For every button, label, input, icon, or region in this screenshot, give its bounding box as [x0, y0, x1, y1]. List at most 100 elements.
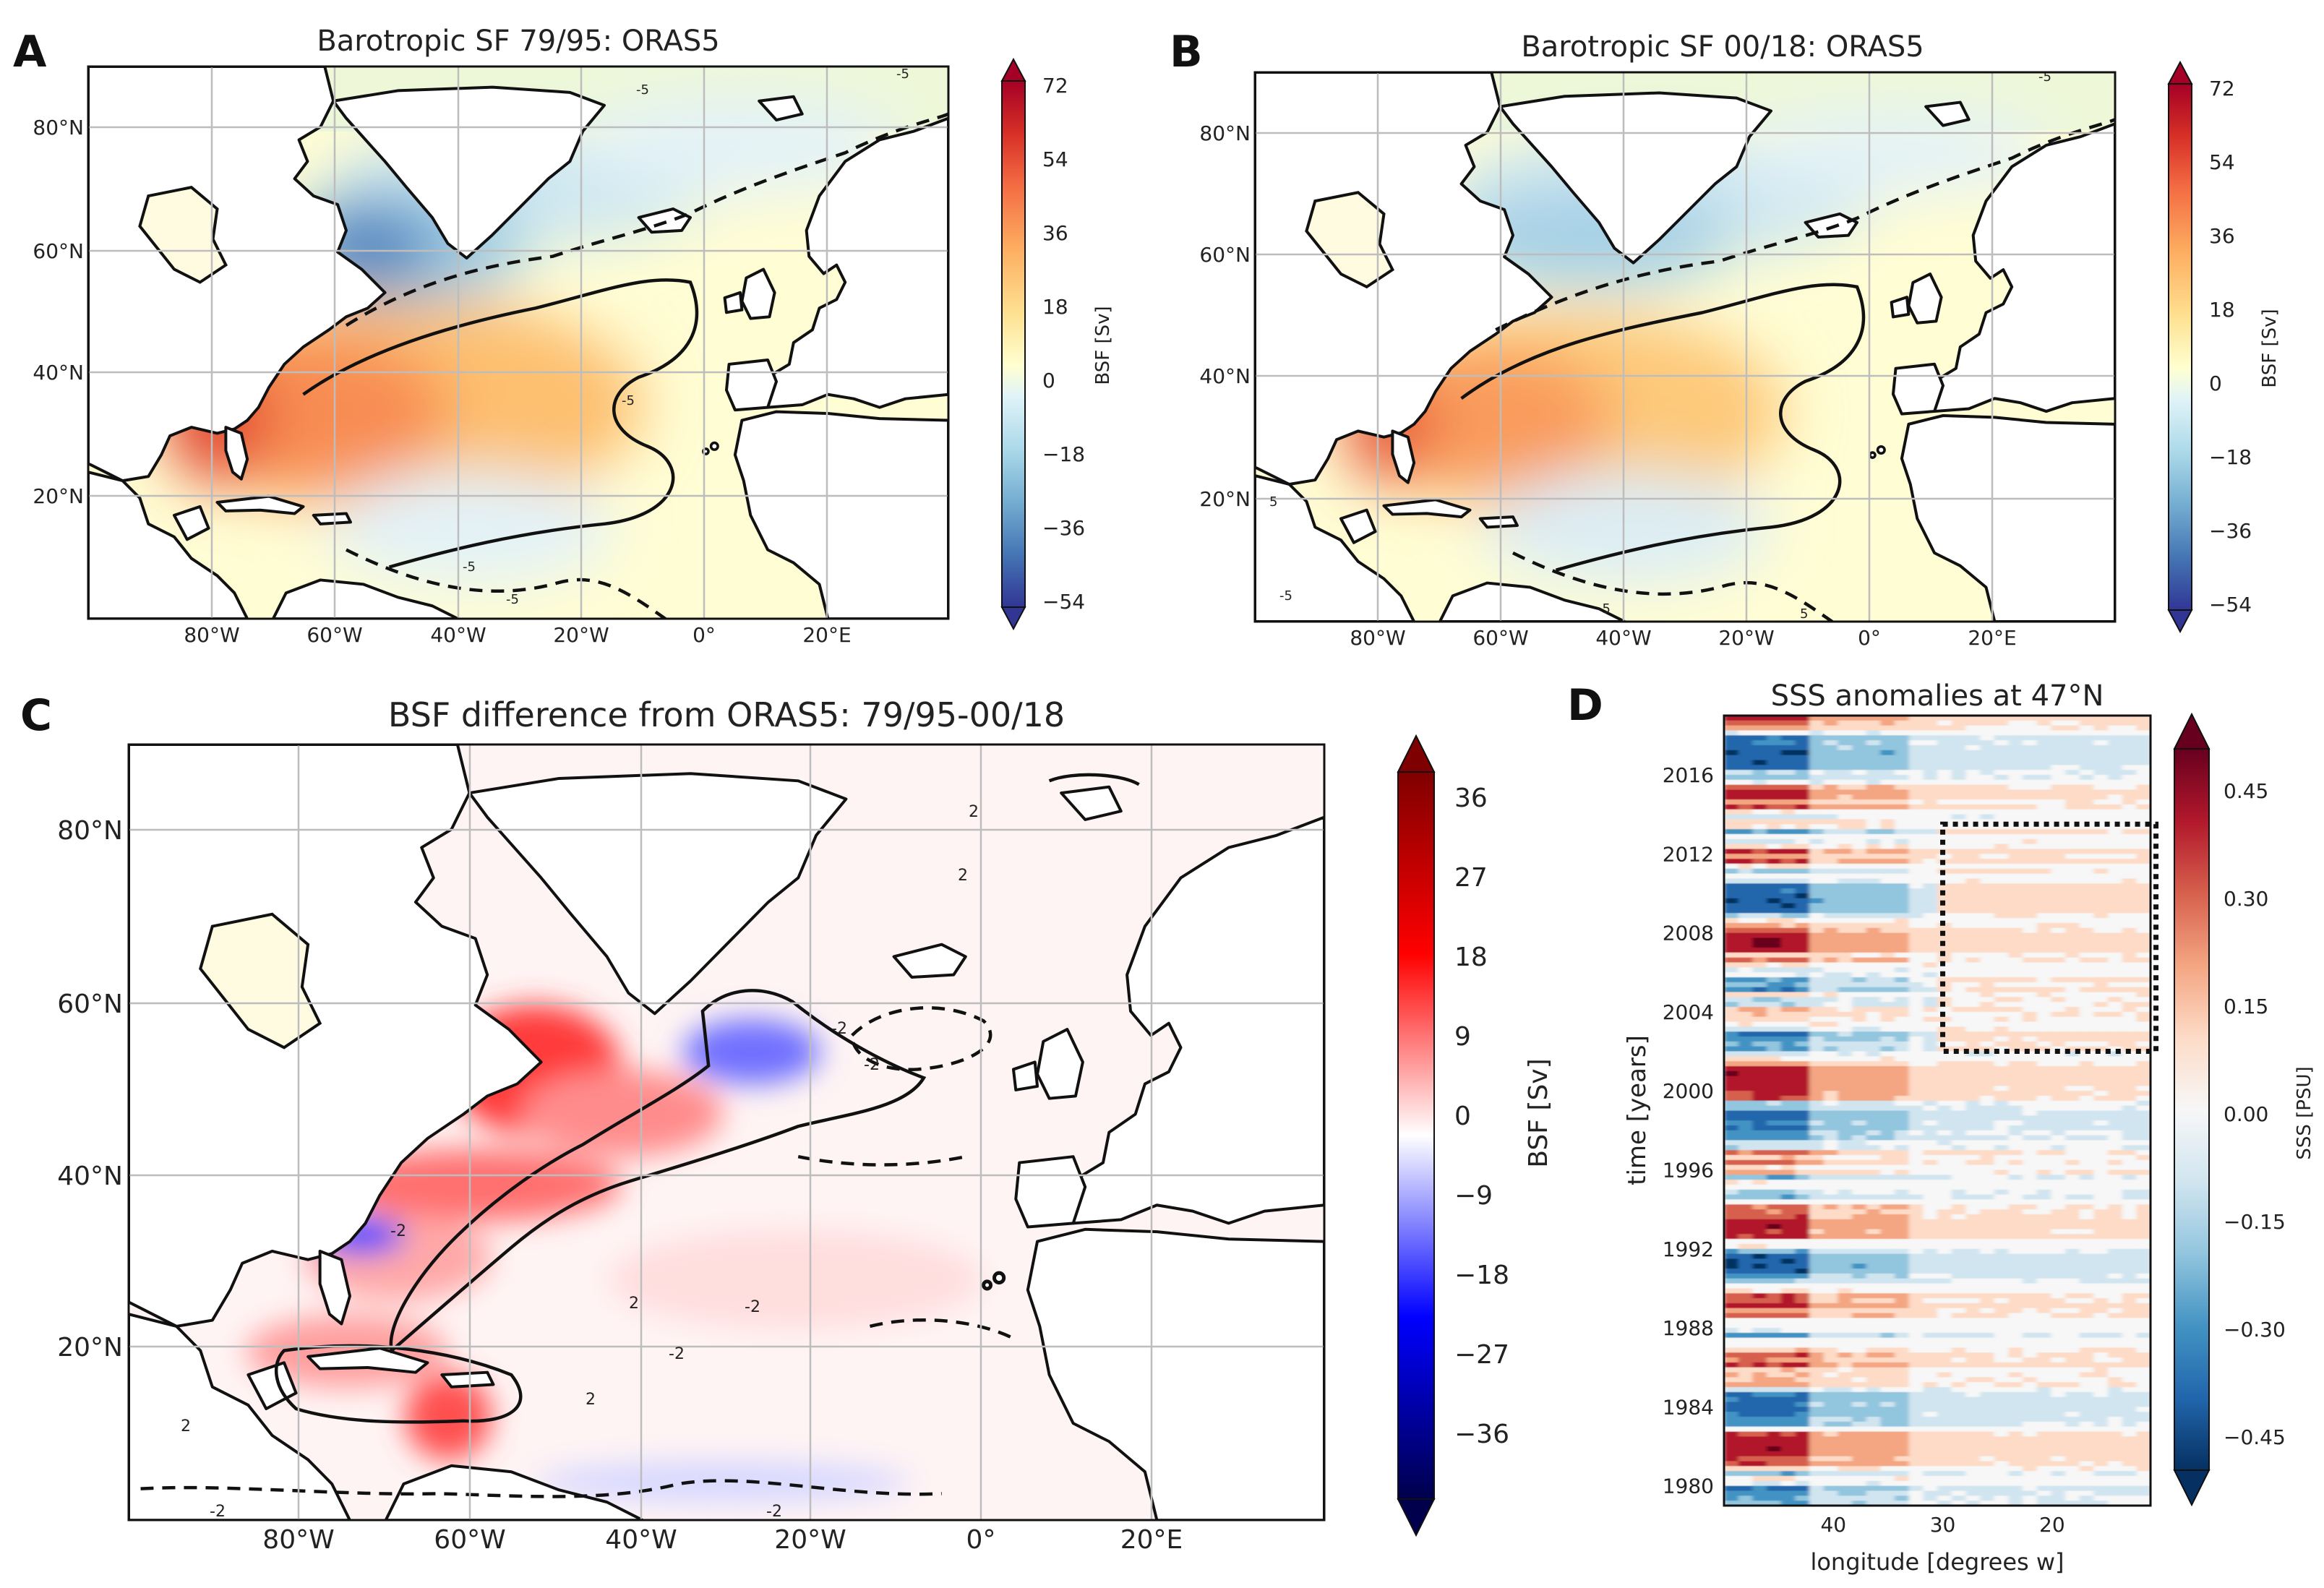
heatmap-cell — [2008, 972, 2023, 978]
heatmap-cell — [1937, 1081, 1952, 1086]
heatmap-cell — [1937, 716, 1952, 721]
heatmap-cell — [1908, 1086, 1924, 1091]
heatmap-cell — [1908, 774, 1924, 781]
heatmap-cell — [1795, 765, 1810, 771]
heatmap-cell — [1780, 937, 1796, 943]
heatmap-cell — [1880, 962, 1895, 968]
heatmap-cell — [1994, 1396, 2009, 1403]
heatmap-cell — [1937, 1288, 1952, 1294]
heatmap-cell — [1923, 1051, 1938, 1057]
heatmap-cell — [1908, 1332, 1924, 1339]
heatmap-cell — [2093, 755, 2109, 761]
heatmap-cell — [1923, 1283, 1938, 1289]
heatmap-cell — [1908, 1169, 1924, 1175]
heatmap-cell — [1980, 1120, 1995, 1126]
heatmap-cell — [1823, 784, 1838, 791]
panel-d-frame — [1723, 714, 2152, 1507]
heatmap-cell — [1767, 819, 1782, 825]
heatmap-cell — [1951, 829, 1966, 835]
heatmap-cell — [2051, 1337, 2066, 1344]
heatmap-cell — [1895, 833, 1910, 840]
heatmap-cell — [2008, 1096, 2023, 1102]
heatmap-cell — [1937, 1451, 1952, 1457]
heatmap-cell — [2136, 967, 2151, 973]
heatmap-cell — [2122, 716, 2137, 721]
lon-tick: 0° — [1858, 626, 1881, 650]
heatmap-cell — [1752, 1214, 1767, 1220]
heatmap-cell — [1780, 824, 1796, 830]
heatmap-cell — [1738, 952, 1753, 958]
heatmap-cell — [2008, 1150, 2023, 1156]
heatmap-cell — [1738, 1426, 1753, 1433]
heatmap-cell — [1767, 735, 1782, 741]
heatmap-cell — [2136, 730, 2151, 736]
heatmap-cell — [1795, 1273, 1810, 1279]
heatmap-cell — [2093, 1382, 2109, 1388]
heatmap-cell — [1809, 1115, 1825, 1121]
heatmap-cell — [2036, 1298, 2051, 1304]
heatmap-cell — [1937, 1076, 1952, 1082]
heatmap-cell — [1994, 1273, 2009, 1279]
heatmap-cell — [2093, 1091, 2109, 1096]
heatmap-cell — [1752, 1154, 1767, 1161]
heatmap-cell — [1852, 735, 1867, 741]
heatmap-cell — [2051, 1234, 2066, 1240]
heatmap-cell — [2036, 1243, 2051, 1250]
heatmap-cell — [1738, 927, 1753, 934]
heatmap-cell — [2036, 1323, 2051, 1329]
heatmap-cell — [1908, 1431, 1924, 1437]
heatmap-cell — [1866, 794, 1881, 800]
heatmap-cell — [1752, 814, 1767, 820]
heatmap-cell — [1738, 1372, 1753, 1378]
heatmap-cell — [2093, 1011, 2109, 1018]
heatmap-cell — [1880, 1269, 1895, 1274]
heatmap-cell — [2136, 1407, 2151, 1412]
heatmap-cell — [1895, 1495, 1910, 1501]
heatmap-cell — [1908, 1234, 1924, 1240]
heatmap-cell — [1752, 1056, 1767, 1062]
heatmap-cell — [1880, 760, 1895, 765]
heatmap-cell — [2136, 987, 2151, 993]
heatmap-cell — [2093, 888, 2109, 894]
heatmap-cell — [2051, 967, 2066, 973]
heatmap-cell — [2122, 1318, 2137, 1323]
heatmap-cell — [1980, 1485, 1995, 1492]
heatmap-cell — [1852, 1318, 1867, 1323]
heatmap-cell — [1795, 1446, 1810, 1452]
heatmap-cell — [2036, 1293, 2051, 1299]
heatmap-cell — [2093, 972, 2109, 978]
heatmap-cell — [1852, 1209, 1867, 1215]
heatmap-cell — [1980, 1224, 1995, 1230]
heatmap-cell — [1951, 1362, 1966, 1368]
heatmap-cell — [1767, 770, 1782, 776]
heatmap-cell — [2051, 1318, 2066, 1323]
heatmap-cell — [1923, 977, 1938, 983]
heatmap-cell — [1780, 1081, 1796, 1086]
colorbar-tick: −18 — [2209, 445, 2252, 469]
heatmap-cell — [1852, 1293, 1867, 1299]
heatmap-cell — [1994, 1471, 2009, 1477]
panel-c-contour-labels: 2 2 -2 -2 -2 2 -2 2 -2 -2 2 -2 — [181, 803, 979, 1520]
heatmap-cell — [1838, 972, 1853, 978]
heatmap-cell — [1951, 1081, 1966, 1086]
heatmap-cell — [1838, 1110, 1853, 1116]
heatmap-cell — [1780, 1273, 1796, 1279]
heatmap-cell — [1994, 1461, 2009, 1467]
heatmap-cell — [2051, 1105, 2066, 1112]
heatmap-cell — [1795, 1100, 1810, 1107]
heatmap-cell — [1795, 1382, 1810, 1388]
heatmap-cell — [2136, 1412, 2151, 1417]
heatmap-cell — [1880, 1204, 1895, 1210]
heatmap-cell — [2008, 1105, 2023, 1112]
panel-d-xlabel: longitude [degrees w] — [1810, 1548, 2064, 1576]
heatmap-cell — [1994, 1412, 2009, 1417]
heatmap-cell — [1724, 1091, 1739, 1096]
heatmap-cell — [2008, 1239, 2023, 1245]
heatmap-cell — [2122, 1391, 2137, 1398]
heatmap-cell — [1852, 863, 1867, 870]
heatmap-cell — [1838, 1204, 1853, 1210]
heatmap-cell — [2023, 824, 2038, 830]
heatmap-cell — [1752, 883, 1767, 889]
heatmap-cell — [1965, 760, 1981, 765]
heatmap-cell — [2036, 838, 2051, 845]
